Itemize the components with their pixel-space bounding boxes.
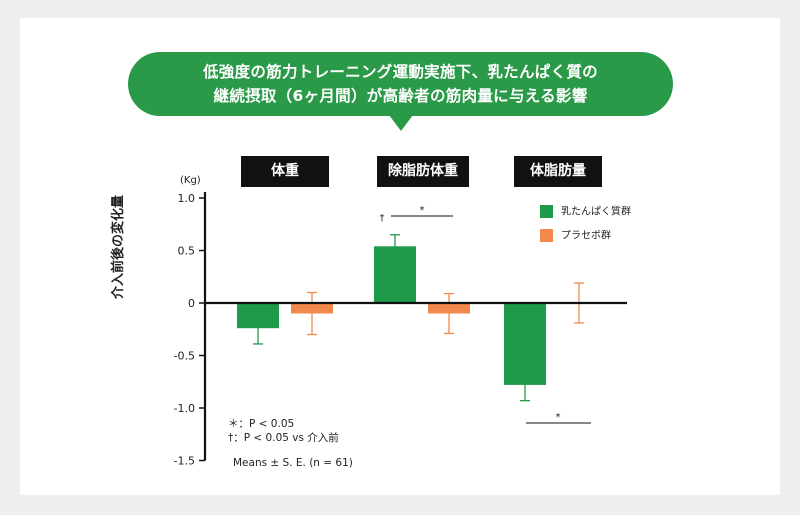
y-tick-label: -1.5 bbox=[174, 455, 195, 468]
y-tick-label: -0.5 bbox=[174, 350, 195, 363]
legend-swatch-orange bbox=[540, 229, 553, 242]
legend-item-milk-protein: 乳たんぱく質群 bbox=[540, 205, 631, 219]
dagger-mark: † bbox=[380, 213, 385, 224]
title-line-1: 低強度の筋力トレーニング運動実施下、乳たんぱく質の bbox=[202, 63, 598, 81]
title-line-2: 継続摂取（6ヶ月間）が高齢者の筋肉量に与える影響 bbox=[213, 87, 588, 105]
y-axis-unit: (Kg) bbox=[180, 175, 201, 186]
y-tick-label: 0.5 bbox=[178, 245, 196, 258]
legend-label-placebo: プラセボ群 bbox=[561, 230, 611, 242]
note-significance: ＊：P < 0.05 bbox=[228, 418, 295, 430]
category-label-lean-mass: 除脂肪体重 bbox=[377, 156, 469, 187]
note-means-se: Means ± S. E. (n = 61) bbox=[233, 457, 353, 469]
legend-swatch-green bbox=[540, 205, 553, 218]
title-bubble: 低強度の筋力トレーニング運動実施下、乳たんぱく質の 継続摂取（6ヶ月間）が高齢者… bbox=[128, 52, 673, 116]
title-bubble-tail bbox=[389, 115, 413, 131]
category-label-fat-mass: 体脂肪量 bbox=[514, 156, 602, 187]
legend-item-placebo: プラセボ群 bbox=[540, 229, 611, 243]
note-vs-baseline: †：P < 0.05 vs 介入前 bbox=[228, 432, 339, 444]
category-label-weight: 体重 bbox=[241, 156, 329, 187]
y-tick-label: -1.0 bbox=[174, 402, 195, 415]
y-tick-label: 0 bbox=[188, 297, 195, 310]
significance-star: * bbox=[420, 205, 425, 216]
significance-star: * bbox=[556, 412, 561, 423]
y-tick-label: 1.0 bbox=[178, 192, 196, 205]
legend-label-milk-protein: 乳たんぱく質群 bbox=[561, 206, 631, 218]
